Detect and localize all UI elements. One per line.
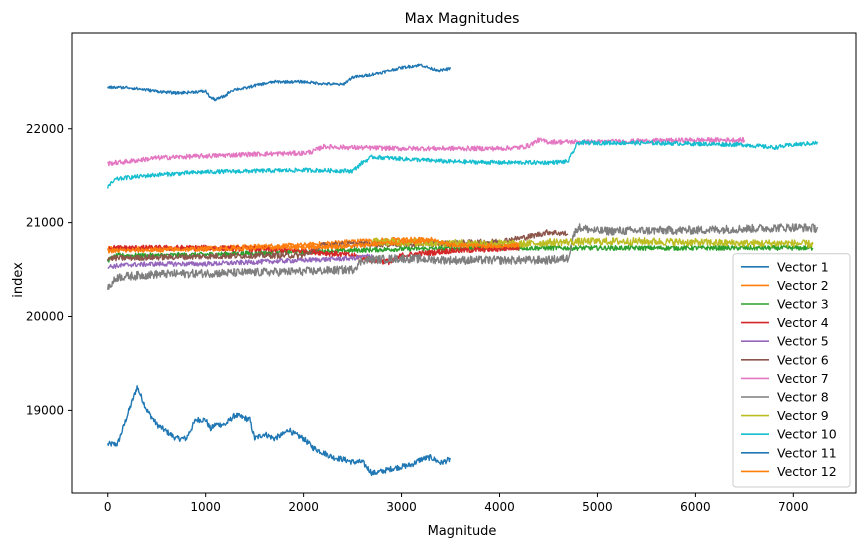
x-axis-label: Magnitude <box>428 524 497 539</box>
y-tick-label: 21000 <box>26 216 64 230</box>
y-tick-label: 19000 <box>26 403 64 417</box>
legend-label: Vector 12 <box>777 464 837 479</box>
legend-label: Vector 1 <box>777 259 829 274</box>
series-line-1 <box>107 385 452 477</box>
y-axis-label: index <box>11 262 26 298</box>
y-tick-label: 20000 <box>26 310 64 324</box>
legend-label: Vector 11 <box>777 445 837 460</box>
legend-label: Vector 7 <box>777 371 829 386</box>
legend: Vector 1 Vector 2 Vector 3 Vector 4 Vector 5… <box>732 253 851 488</box>
legend-box <box>732 253 851 488</box>
plot-frame <box>71 32 857 494</box>
y-tick-label: 22000 <box>26 122 64 136</box>
x-tick-label: 5000 <box>582 500 613 514</box>
legend-label: Vector 2 <box>777 278 829 293</box>
x-tick-label: 4000 <box>484 500 515 514</box>
x-tick-label: 7000 <box>778 500 809 514</box>
x-tick-label: 6000 <box>680 500 711 514</box>
series-line-7 <box>107 136 745 167</box>
series-line-12 <box>107 236 520 254</box>
legend-label: Vector 3 <box>777 297 829 312</box>
legend-label: Vector 6 <box>777 352 829 367</box>
legend-label: Vector 8 <box>777 390 829 405</box>
x-tick-label: 0 <box>104 500 112 514</box>
x-tick-label: 3000 <box>386 500 417 514</box>
x-axis: 0 1000 2000 3000 4000 5000 6000 7000 <box>104 493 809 514</box>
legend-label: Vector 4 <box>777 315 829 330</box>
series-line-8 <box>107 223 819 290</box>
series-layer <box>107 63 819 477</box>
series-line-9 <box>371 236 814 249</box>
legend-label: Vector 5 <box>777 334 829 349</box>
chart-title: Max Magnitudes <box>405 11 520 27</box>
x-tick-label: 2000 <box>288 500 319 514</box>
y-axis: 19000 20000 21000 22000 <box>26 122 72 417</box>
legend-label: Vector 10 <box>777 427 837 442</box>
series-line-5 <box>107 253 373 270</box>
series-line-10 <box>107 140 819 189</box>
legend-label: Vector 9 <box>777 408 829 423</box>
series-line-11 <box>107 63 452 102</box>
x-tick-label: 1000 <box>190 500 221 514</box>
